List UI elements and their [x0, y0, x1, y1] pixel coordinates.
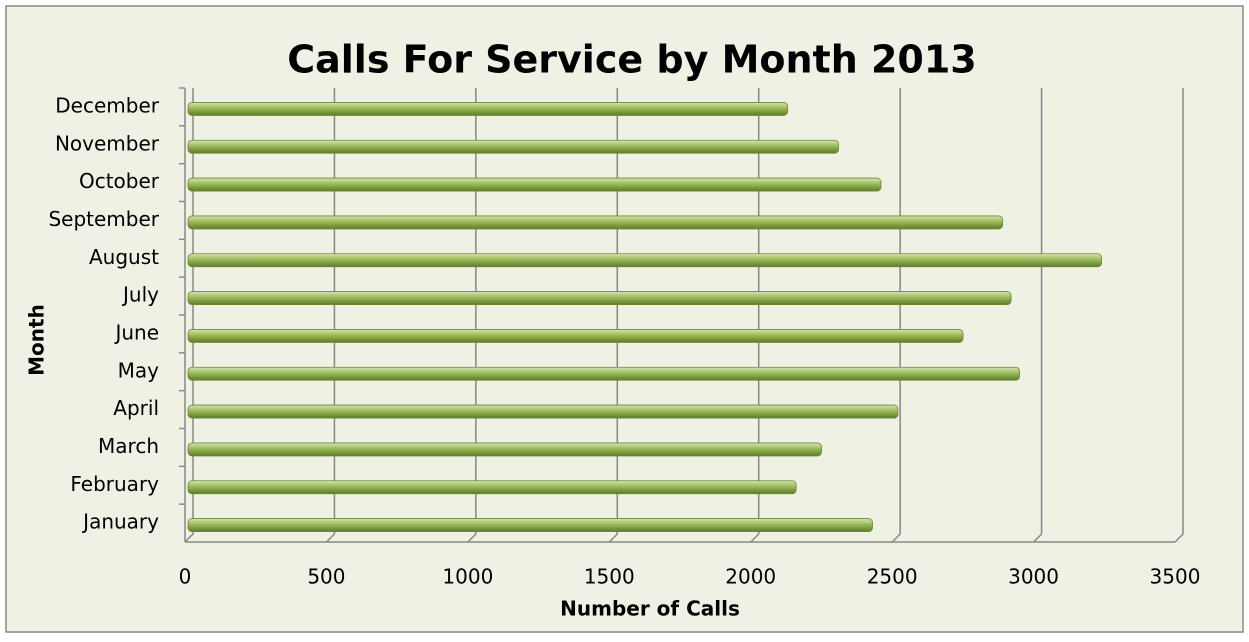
- bar: [187, 291, 1012, 305]
- y-tick-label: January: [81, 510, 159, 534]
- bar: [187, 518, 873, 532]
- y-tick-label: May: [118, 358, 160, 382]
- y-tick-label: September: [48, 207, 159, 231]
- x-tick-label: 2000: [725, 565, 776, 589]
- y-tick-label: October: [79, 169, 160, 193]
- bar: [187, 480, 797, 495]
- y-tick-label: June: [113, 320, 159, 344]
- grid-line: [1033, 88, 1043, 543]
- x-tick-label: 500: [307, 565, 345, 589]
- bar: [187, 442, 822, 457]
- x-tick-label: 1000: [442, 565, 493, 589]
- bar: [187, 215, 1004, 230]
- grid-line: [467, 88, 477, 543]
- bar: [187, 404, 899, 419]
- grid-line: [1174, 88, 1184, 543]
- bar: [187, 102, 789, 116]
- y-tick-label: April: [113, 396, 159, 420]
- y-tick-label: February: [70, 472, 159, 496]
- chart-title: Calls For Service by Month 2013: [287, 38, 977, 82]
- y-tick-label: August: [89, 245, 159, 269]
- x-axis-label: Number of Calls: [560, 597, 740, 621]
- x-tick-label: 0: [179, 565, 192, 589]
- bar: [187, 329, 964, 343]
- grid-line: [184, 88, 194, 543]
- bar: [187, 139, 839, 154]
- y-tick-label: November: [55, 131, 160, 155]
- x-tick-label: 2500: [867, 565, 918, 589]
- bar: [187, 253, 1103, 268]
- bar: [187, 177, 882, 192]
- bar: [187, 366, 1020, 381]
- grid-line: [891, 88, 901, 543]
- grid-line: [750, 88, 760, 543]
- x-tick-label: 3000: [1008, 565, 1059, 589]
- grid-line: [608, 88, 619, 543]
- y-tick-label: July: [121, 283, 159, 307]
- grid-line: [325, 88, 336, 543]
- x-tick-label: 3500: [1150, 565, 1201, 589]
- y-tick-label: December: [55, 93, 159, 117]
- x-tick-label: 1500: [584, 565, 635, 589]
- y-axis-label: Month: [25, 304, 49, 376]
- y-tick-label: March: [98, 434, 159, 458]
- chart-area: [5, 5, 1244, 633]
